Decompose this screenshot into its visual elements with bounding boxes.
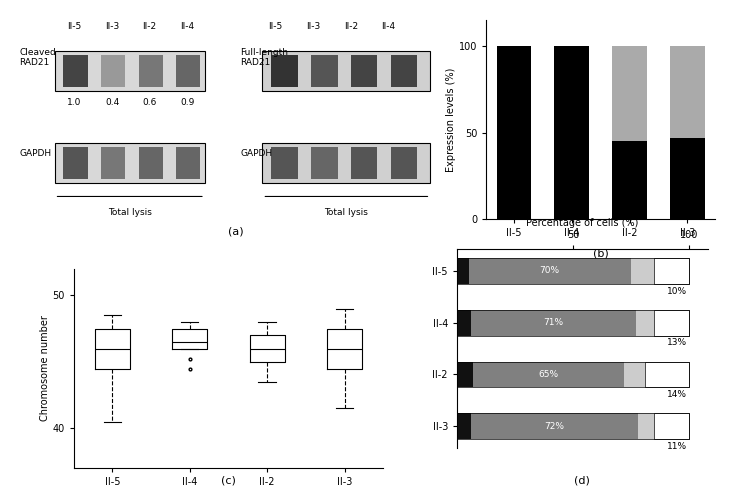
Bar [612, 141, 647, 219]
Text: 0.6: 0.6 [142, 98, 157, 107]
Legend: G2/M, G1, S, Others: G2/M, G1, S, Others [450, 497, 570, 498]
Bar [271, 147, 298, 178]
Bar [457, 362, 473, 387]
Bar [654, 258, 689, 284]
Bar [262, 142, 430, 183]
Bar [638, 413, 654, 439]
Text: II-2: II-2 [142, 21, 157, 31]
Text: GAPDH: GAPDH [240, 149, 273, 158]
Bar [670, 138, 705, 219]
Bar [139, 147, 163, 178]
Bar [469, 258, 631, 284]
Bar [457, 310, 689, 336]
Bar [63, 55, 88, 87]
Text: Total lysis: Total lysis [108, 208, 152, 217]
Bar [351, 55, 377, 87]
Bar [497, 46, 531, 219]
Text: 0.4: 0.4 [105, 98, 119, 107]
Bar [101, 55, 125, 87]
Bar [139, 55, 163, 87]
Bar [554, 46, 589, 219]
Text: 0.9: 0.9 [180, 98, 195, 107]
Bar [473, 362, 624, 387]
Text: 14%: 14% [668, 390, 688, 399]
Bar [654, 413, 689, 439]
Text: 1.0: 1.0 [67, 98, 82, 107]
Text: II-3: II-3 [105, 21, 119, 31]
Text: 13%: 13% [667, 338, 688, 347]
Bar [624, 362, 645, 387]
Text: II-4: II-4 [381, 21, 396, 31]
Text: Full-length
RAD21: Full-length RAD21 [240, 48, 288, 67]
Text: II-5: II-5 [268, 21, 283, 31]
Text: Total lysis: Total lysis [324, 208, 368, 217]
Bar [635, 310, 654, 336]
Bar [654, 310, 689, 336]
Bar [351, 147, 377, 178]
Bar [55, 142, 205, 183]
Bar [311, 55, 338, 87]
Bar [612, 46, 647, 141]
Text: (b): (b) [593, 249, 609, 259]
Bar [645, 362, 689, 387]
Text: 65%: 65% [539, 370, 559, 379]
Bar [176, 55, 200, 87]
Bar [670, 46, 705, 138]
Bar [457, 258, 469, 284]
Text: GAPDH: GAPDH [19, 149, 52, 158]
Text: II-2: II-2 [343, 21, 358, 31]
Bar [457, 258, 689, 284]
Text: II-4: II-4 [180, 21, 195, 31]
Bar [271, 55, 298, 87]
Text: 72%: 72% [545, 422, 565, 431]
Text: 70%: 70% [539, 266, 560, 275]
Bar [471, 310, 635, 336]
Bar [176, 147, 200, 178]
Bar [631, 258, 654, 284]
Bar [471, 413, 638, 439]
Bar [55, 51, 205, 91]
Text: II-3: II-3 [306, 21, 321, 31]
Text: (c): (c) [221, 476, 236, 486]
Bar [457, 310, 471, 336]
Text: 10%: 10% [667, 286, 688, 295]
Text: (d): (d) [574, 476, 590, 486]
Text: 71%: 71% [543, 318, 563, 327]
Y-axis label: Chromosome number: Chromosome number [40, 316, 49, 421]
Bar [391, 55, 417, 87]
Bar [63, 147, 88, 178]
Bar [457, 362, 689, 387]
Text: 11%: 11% [667, 442, 688, 451]
Bar [262, 51, 430, 91]
Text: II-5: II-5 [67, 21, 82, 31]
Bar [391, 147, 417, 178]
Text: Cleaved
RAD21: Cleaved RAD21 [19, 48, 56, 67]
Y-axis label: Expression levels (%): Expression levels (%) [446, 67, 456, 172]
Bar [101, 147, 125, 178]
Bar [457, 413, 689, 439]
Legend: G, A: G, A [492, 260, 534, 292]
X-axis label: Percentage of cells (%): Percentage of cells (%) [526, 218, 638, 228]
Text: (a): (a) [228, 227, 244, 237]
Bar [457, 413, 471, 439]
Bar [311, 147, 338, 178]
